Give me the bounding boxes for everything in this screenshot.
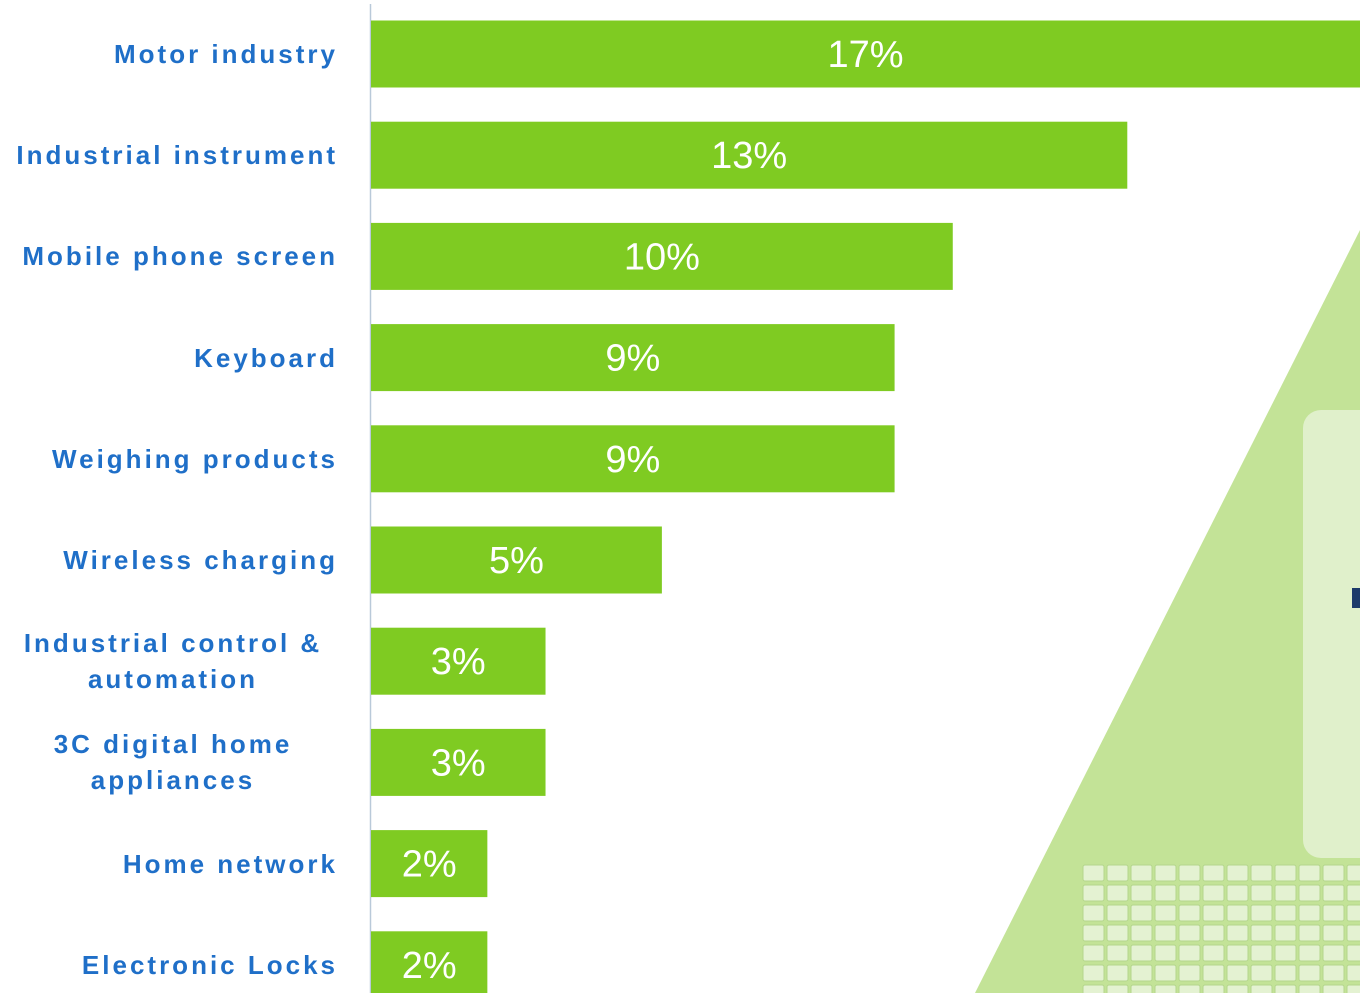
value-label: 5% <box>489 540 544 582</box>
bar <box>371 830 488 898</box>
category-label: Weighing products <box>52 443 338 474</box>
value-label: 2% <box>402 844 457 886</box>
bar <box>371 425 895 493</box>
category-label: Industrial instrument <box>16 140 338 171</box>
value-label: 9% <box>605 439 660 481</box>
category-label: 3C digital home appliances <box>53 729 293 796</box>
category-label: Home network <box>122 848 338 879</box>
category-label: Wireless charging <box>63 545 338 575</box>
value-label: 13% <box>711 135 787 177</box>
category-label: Industrial control & automation <box>23 628 323 695</box>
value-label: 9% <box>605 338 660 380</box>
value-label: 3% <box>431 742 486 784</box>
decor-triangle <box>975 230 1360 993</box>
value-label: 3% <box>431 641 486 683</box>
value-label: 17% <box>827 34 903 76</box>
bar <box>371 222 953 290</box>
bar <box>371 627 546 695</box>
value-label: 10% <box>624 236 700 278</box>
category-label: Motor industry <box>114 39 338 69</box>
category-label: Mobile phone screen <box>22 241 338 272</box>
bars: 17% 13% 10% 9% 9% 5% 3% 3% 2% 2% <box>371 20 1360 993</box>
value-label: 2% <box>402 945 457 987</box>
bar <box>371 324 895 392</box>
decor-panel <box>1303 410 1360 858</box>
category-label: Electronic Locks <box>81 949 338 980</box>
bar <box>371 121 1128 189</box>
category-label: Keyboard <box>194 342 338 373</box>
bar <box>371 20 1360 88</box>
decor-mark <box>1352 588 1360 608</box>
bar <box>371 931 488 993</box>
bar <box>371 728 546 796</box>
bar <box>371 526 662 594</box>
decor-keyboard <box>1082 864 1360 993</box>
